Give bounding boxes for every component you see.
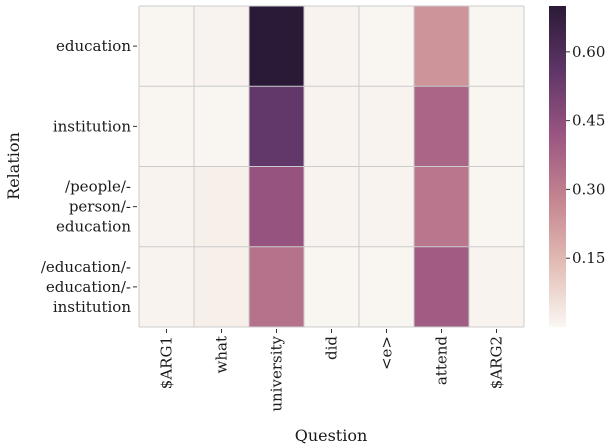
heatmap-cell [304,166,359,247]
x-tick-label: $ARG1 [158,336,176,389]
heatmap-cell [139,246,194,327]
heatmap-cell [414,86,469,167]
x-axis-ticks: $ARG1 what university did <e> attend $ARG2 [158,329,506,412]
heatmap-cell [304,6,359,87]
x-tick-label: attend [433,336,451,386]
x-axis-title: Question [295,426,368,445]
heatmap-cell [139,6,194,87]
colorbar-tick-label: 0.60 [572,43,605,61]
heatmap-cell [304,86,359,167]
y-tick-label: person/- [69,198,131,216]
y-tick-label: education/- [46,278,131,296]
heatmap-cell [469,246,524,327]
x-tick-label: what [213,336,231,373]
heatmap-cell [359,246,414,327]
heatmap-cell [194,86,249,167]
x-tick-label: <e> [378,336,396,370]
heatmap-cell [304,246,359,327]
y-tick-label: /people/- [65,178,131,196]
x-tick-label: university [268,335,286,411]
y-axis-ticks: education institution/people/- person/- edu… [41,37,137,316]
colorbar [549,6,566,327]
colorbar-ticks: 0.15 0.30 0.45 0.60 [566,43,605,267]
colorbar-tick-label: 0.45 [572,112,605,130]
heatmap-cell [194,6,249,87]
colorbar-tick-label: 0.15 [572,249,605,267]
heatmap-cell [414,6,469,87]
y-tick-label: institution [53,117,132,135]
heatmap-cell [359,6,414,87]
x-tick-label: $ARG2 [488,336,506,389]
heatmap-cell [359,166,414,247]
heatmap-cell [194,166,249,247]
heatmap-cell [139,166,194,247]
x-tick-label: did [323,336,341,360]
heatmap-cells [139,6,524,327]
y-tick-label: /education/- [41,258,131,276]
heatmap-cell [249,166,304,247]
heatmap-cell [359,86,414,167]
heatmap-cell [469,166,524,247]
y-tick-label: education [56,218,131,236]
y-tick-label: institution [53,298,132,316]
y-tick-label: education [56,37,131,55]
heatmap-cell [414,166,469,247]
colorbar-tick-label: 0.30 [572,180,605,198]
heatmap-cell [249,6,304,87]
heatmap-cell [469,6,524,87]
heatmap-cell [194,246,249,327]
heatmap-cell [414,246,469,327]
heatmap-grid [138,5,525,328]
y-axis-title: Relation [4,132,23,200]
heatmap-cell [469,86,524,167]
heatmap-cell [249,246,304,327]
heatmap-cell [139,86,194,167]
heatmap-cell [249,86,304,167]
